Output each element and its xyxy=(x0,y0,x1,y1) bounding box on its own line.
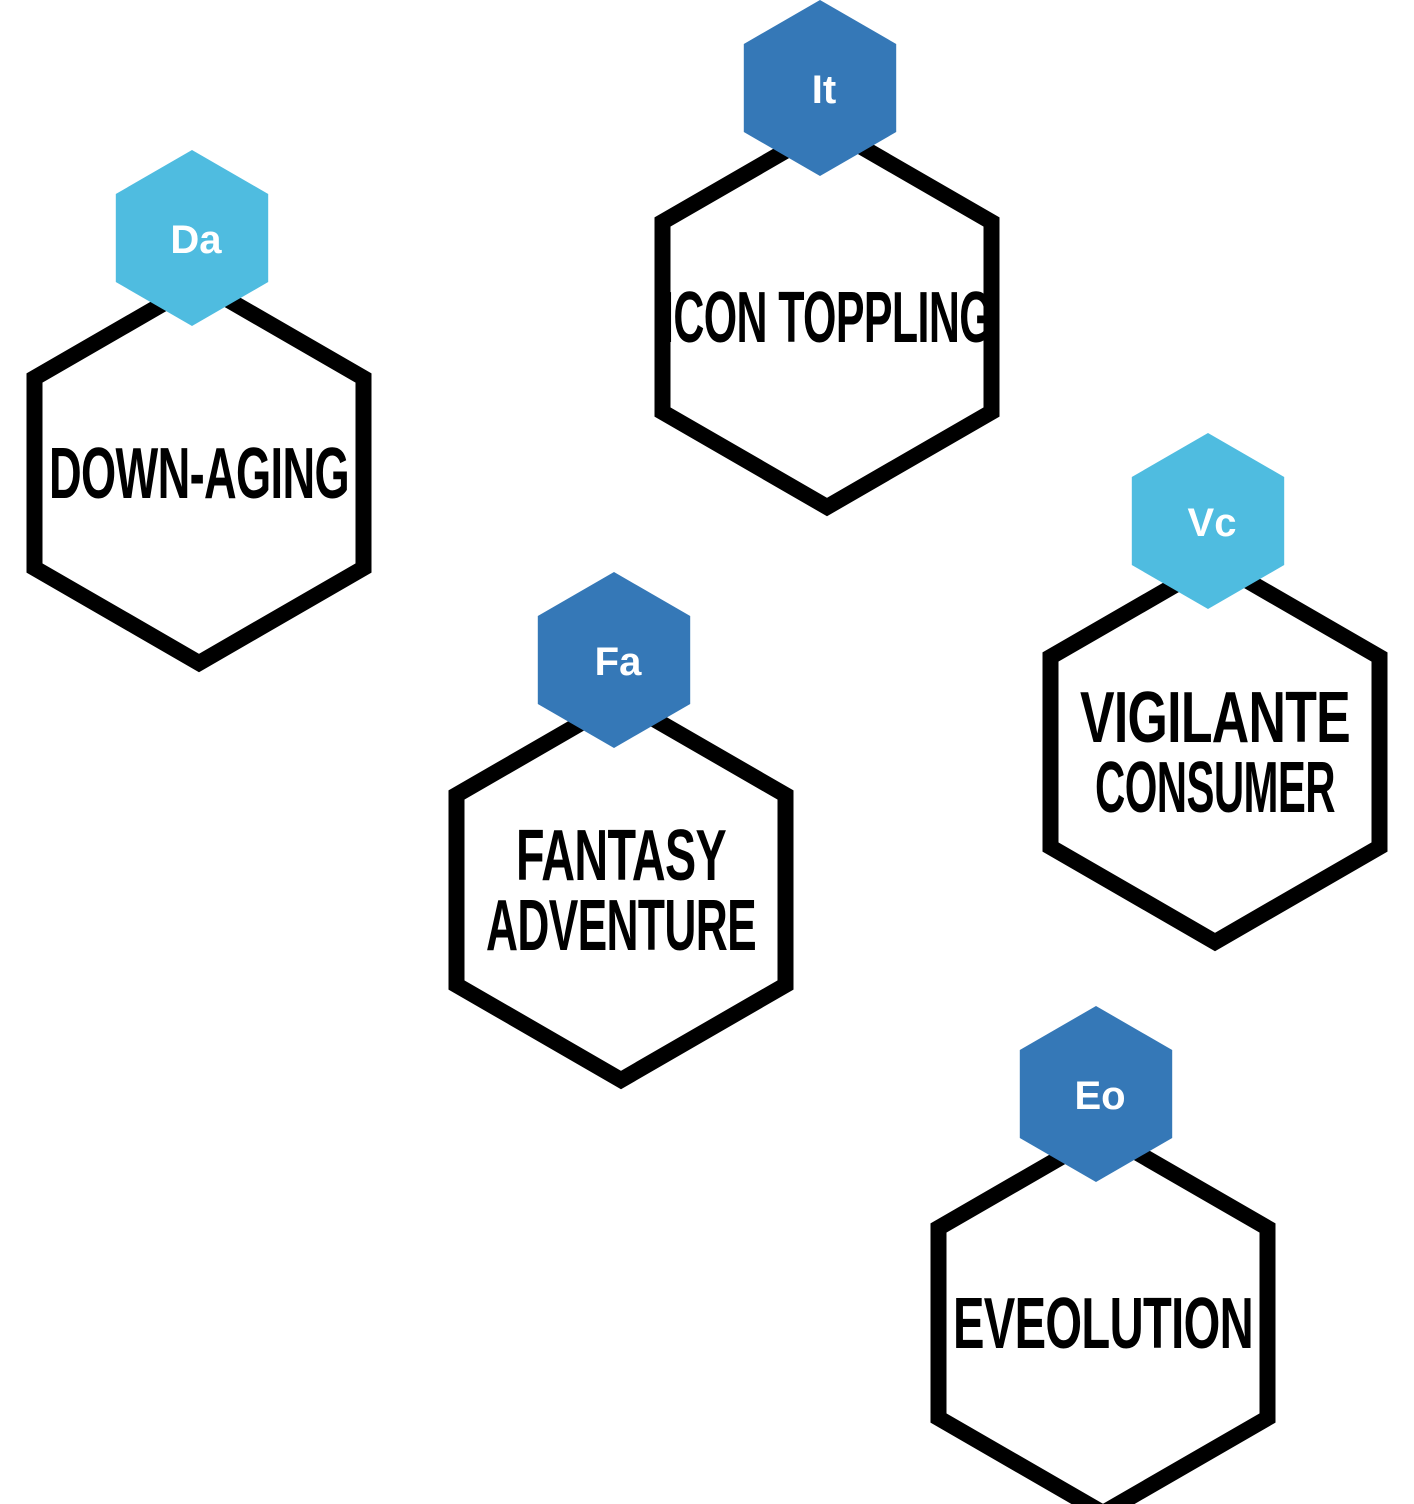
badge-symbol: Fa xyxy=(595,640,642,684)
badge-hex xyxy=(743,0,897,176)
badge-hex xyxy=(1019,1006,1173,1182)
hex-label-line: EVEOLUTION xyxy=(953,1284,1253,1364)
hex-node-icon-toppling: ICON TOPPLING It xyxy=(654,0,1000,517)
hex-outline xyxy=(930,1123,1276,1504)
badge-hex xyxy=(115,150,269,326)
hex-node-down-aging: DOWN-AGING Da xyxy=(26,150,372,673)
hex-outline xyxy=(26,273,372,673)
hex-label-line: CONSUMER xyxy=(1095,748,1335,828)
hex-outline xyxy=(654,117,1000,517)
hex-outline xyxy=(1042,552,1388,952)
badge-symbol: It xyxy=(812,68,836,112)
hex-node-eveolution: EVEOLUTION Eo xyxy=(930,1006,1276,1504)
badge-symbol: Vc xyxy=(1188,501,1237,545)
hex-label-line: ICON TOPPLING xyxy=(662,278,992,358)
hex-outline xyxy=(448,690,794,1090)
badge-hex xyxy=(1131,433,1285,609)
badge-hex xyxy=(537,572,691,748)
badge-symbol: Da xyxy=(170,218,222,262)
hex-label-line: VIGILANTE xyxy=(1080,678,1350,758)
badge-symbol: Eo xyxy=(1074,1074,1125,1118)
hex-label-line: FANTASY xyxy=(516,816,726,896)
hex-label-line: DOWN-AGING xyxy=(49,434,349,514)
hex-label-line: ADVENTURE xyxy=(486,886,756,966)
